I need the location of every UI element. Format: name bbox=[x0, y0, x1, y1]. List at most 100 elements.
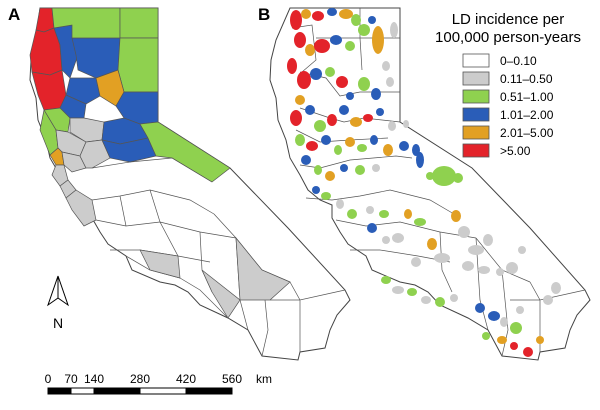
census-tract-patch bbox=[314, 165, 322, 175]
legend-label-5: >5.00 bbox=[500, 144, 531, 158]
census-tract-patch bbox=[321, 135, 331, 145]
census-tract-patch bbox=[358, 24, 370, 36]
census-tract-patch bbox=[371, 88, 381, 100]
census-tract-patch bbox=[336, 199, 344, 209]
panel-b: B bbox=[258, 5, 591, 361]
census-tract-patch bbox=[510, 322, 522, 334]
census-tract-patch bbox=[325, 67, 335, 77]
census-tract-patch bbox=[372, 164, 380, 172]
county-del-norte bbox=[35, 7, 55, 33]
scale-bar-tick-label: 420 bbox=[176, 372, 196, 386]
census-tract-patch bbox=[478, 266, 490, 274]
census-tract-patch bbox=[312, 11, 324, 21]
legend-swatch-3 bbox=[462, 107, 490, 122]
census-tract-patch bbox=[301, 9, 311, 19]
census-tract-patch bbox=[314, 120, 326, 132]
census-tract-patch bbox=[426, 172, 434, 180]
census-tract-patch bbox=[305, 44, 315, 56]
legend-swatch-4 bbox=[462, 125, 490, 140]
census-tract-patch bbox=[386, 77, 394, 87]
census-tract-patch bbox=[523, 347, 533, 357]
panel-b-census-tract-patches bbox=[287, 8, 561, 357]
census-tract-patch bbox=[516, 306, 524, 314]
census-tract-patch bbox=[510, 342, 518, 350]
scale-bar-segment bbox=[70, 387, 95, 395]
legend-label-4: 2.01–5.00 bbox=[500, 126, 554, 140]
census-tract-patch bbox=[355, 165, 365, 175]
census-tract-patch bbox=[382, 61, 390, 71]
census-tract-patch bbox=[334, 145, 342, 155]
scale-bar-tick-label: 140 bbox=[84, 372, 104, 386]
census-tract-patch bbox=[370, 135, 378, 145]
legend-swatch-0 bbox=[462, 53, 490, 68]
census-tract-patch bbox=[453, 173, 463, 183]
county-alameda bbox=[61, 151, 87, 173]
legend-swatch-1 bbox=[462, 71, 490, 86]
legend-swatch-5 bbox=[462, 143, 490, 158]
census-tract-patch bbox=[325, 171, 335, 181]
census-tract-patch bbox=[372, 26, 384, 54]
county-lassen bbox=[117, 37, 159, 93]
census-tract-patch bbox=[450, 294, 458, 302]
census-tract-patch bbox=[290, 10, 302, 30]
legend-label-1: 0.11–0.50 bbox=[500, 72, 553, 86]
census-tract-patch bbox=[435, 297, 445, 307]
census-tract-patch bbox=[488, 311, 500, 321]
census-tract-patch bbox=[305, 105, 315, 115]
census-tract-patch bbox=[462, 261, 474, 271]
census-tract-patch bbox=[287, 58, 297, 74]
census-tract-patch bbox=[321, 192, 331, 200]
north-arrow-icon: N bbox=[47, 275, 69, 331]
census-tract-patch bbox=[336, 76, 348, 88]
scale-bar-tick-label: 280 bbox=[130, 372, 150, 386]
census-tract-patch bbox=[518, 246, 526, 254]
scale-bar-tick-label: 560 bbox=[222, 372, 242, 386]
census-tract-patch bbox=[295, 134, 305, 146]
census-tract-patch bbox=[390, 22, 398, 38]
census-tract-patch bbox=[536, 336, 544, 344]
census-tract-patch bbox=[392, 233, 404, 243]
census-tract-patch bbox=[295, 95, 305, 105]
census-tract-patch bbox=[379, 210, 389, 218]
legend-title-line-1: LD incidence per bbox=[452, 11, 565, 28]
census-tract-patch bbox=[381, 276, 391, 284]
census-tract-patch bbox=[434, 253, 450, 263]
census-tract-patch bbox=[421, 296, 431, 304]
census-tract-patch bbox=[330, 35, 342, 45]
census-tract-patch bbox=[399, 141, 409, 151]
panel-b-label: B bbox=[258, 5, 270, 24]
census-tract-patch bbox=[500, 317, 508, 327]
county-kern bbox=[139, 249, 181, 279]
census-tract-patch bbox=[314, 39, 330, 53]
census-tract-patch bbox=[339, 9, 353, 19]
census-tract-patch bbox=[392, 286, 404, 294]
census-tract-patch bbox=[306, 141, 318, 151]
census-tract-patch bbox=[347, 209, 357, 219]
census-tract-patch bbox=[346, 92, 354, 100]
census-tract-patch bbox=[297, 71, 311, 89]
census-tract-patch bbox=[451, 210, 461, 222]
census-tract-patch bbox=[290, 110, 302, 126]
census-tract-patch bbox=[363, 114, 373, 122]
census-tract-patch bbox=[496, 268, 504, 276]
census-tract-patch bbox=[497, 336, 507, 344]
panel-a-label: A bbox=[8, 5, 20, 24]
census-tract-patch bbox=[543, 295, 553, 305]
census-tract-patch bbox=[351, 14, 361, 26]
census-tract-patch bbox=[412, 144, 420, 156]
census-tract-patch bbox=[383, 144, 393, 156]
panel-a: A bbox=[8, 5, 351, 361]
census-tract-patch bbox=[404, 209, 412, 219]
scale-bar-segment bbox=[139, 387, 187, 395]
legend-title-line-2: 100,000 person-years bbox=[435, 29, 581, 46]
census-tract-patch bbox=[468, 245, 484, 255]
census-tract-patch bbox=[382, 236, 390, 244]
census-tract-patch bbox=[388, 121, 396, 131]
census-tract-patch bbox=[411, 257, 421, 267]
census-tract-patch bbox=[345, 41, 355, 51]
census-tract-patch bbox=[339, 105, 349, 115]
census-tract-patch bbox=[327, 114, 337, 126]
census-tract-patch bbox=[310, 68, 322, 80]
census-tract-patch bbox=[551, 282, 561, 294]
scale-bar-segment bbox=[185, 387, 233, 395]
